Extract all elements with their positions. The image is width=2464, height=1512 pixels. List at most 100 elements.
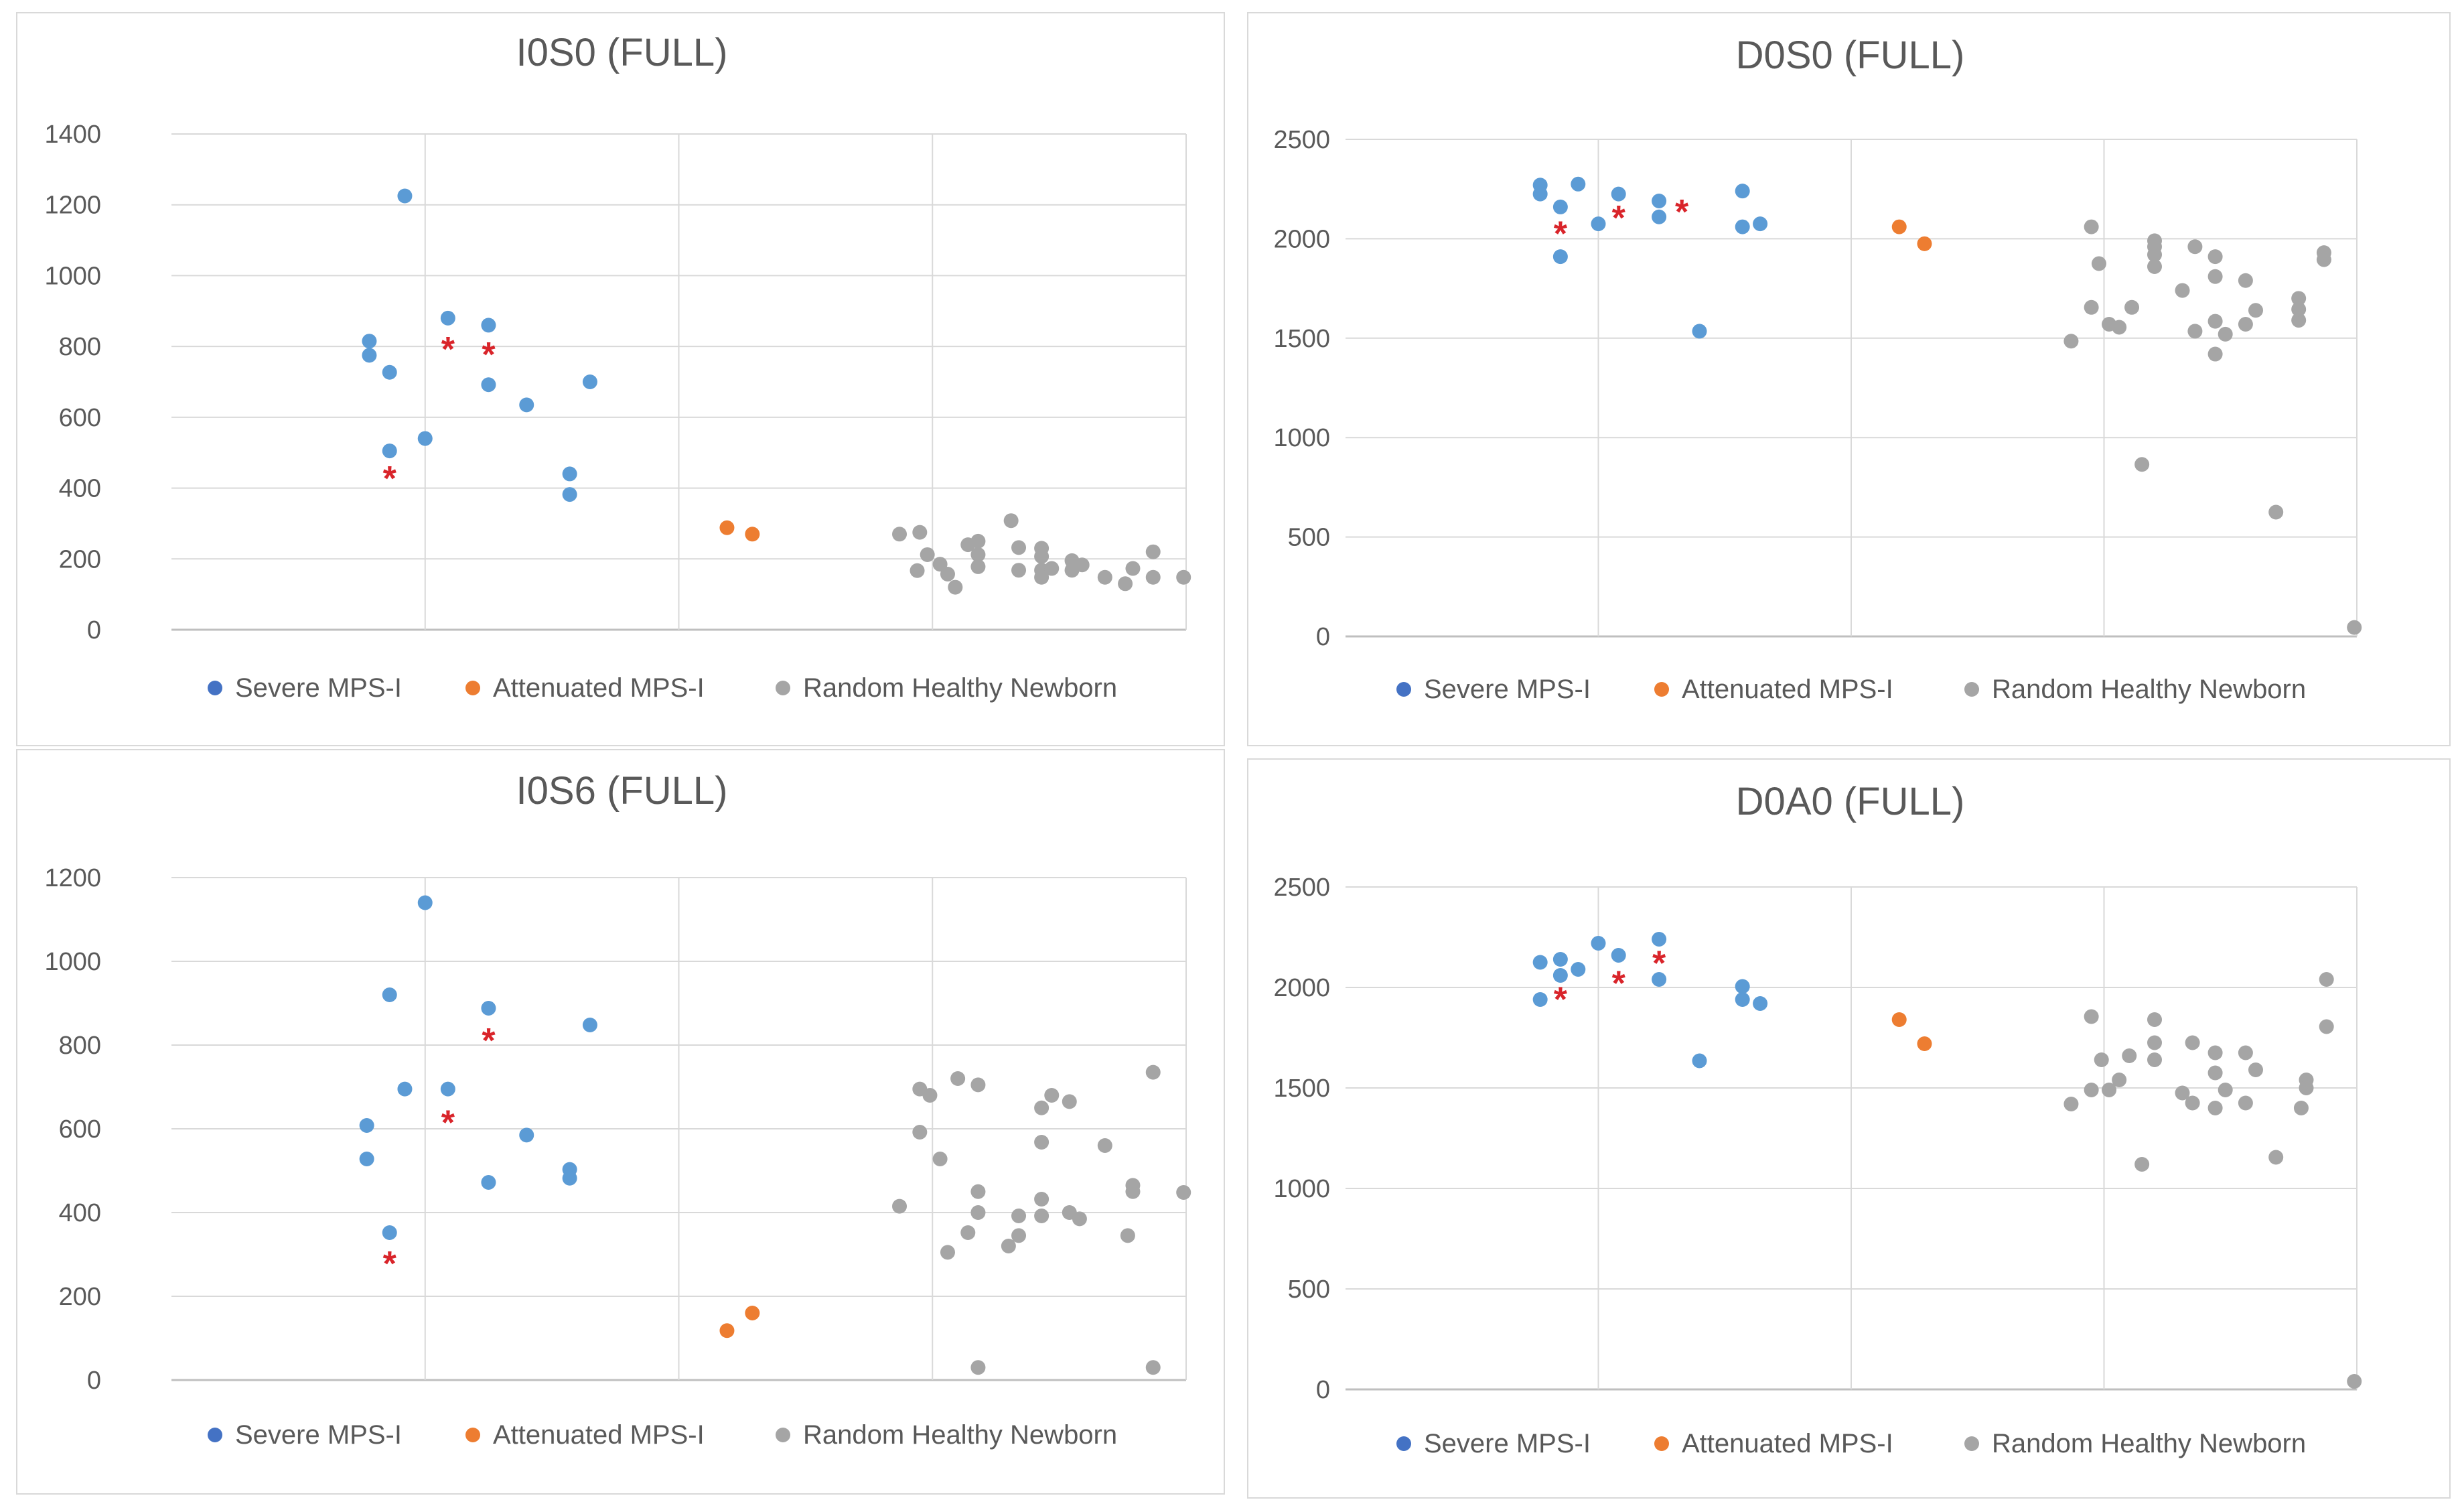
data-point: [1034, 1209, 1049, 1223]
y-tick-label: 2500: [1273, 126, 1330, 154]
data-point: [719, 1323, 735, 1338]
data-point: [2238, 273, 2253, 288]
data-point: [970, 1360, 986, 1375]
data-point: [1072, 1211, 1087, 1227]
data-point: [1891, 219, 1907, 234]
data-point: [2248, 1062, 2263, 1077]
data-point: [1652, 194, 1667, 209]
data-point: [2347, 620, 2362, 635]
data-point: [1145, 1360, 1161, 1375]
legend-label-severe-mps-i: Severe MPS-I: [1424, 1429, 1591, 1458]
legend-marker-random-healthy-newborn: [776, 681, 790, 695]
data-point: [1611, 948, 1626, 963]
data-point: [2218, 1083, 2233, 1097]
legend-marker-attenuated-mps-i: [1654, 682, 1669, 697]
data-point: [912, 1125, 928, 1140]
y-tick-label: 600: [59, 1115, 101, 1144]
data-point: [1591, 936, 1606, 951]
data-point: [382, 987, 397, 1002]
highlight-marker: *: [383, 460, 397, 498]
data-point: [2316, 252, 2331, 267]
chart-title: I0S0 (FULL): [516, 31, 728, 74]
y-tick-label: 1200: [44, 864, 101, 892]
data-point: [922, 1088, 938, 1103]
data-point: [1692, 1053, 1707, 1069]
data-point: [1034, 1100, 1049, 1115]
chart-title: D0S0 (FULL): [1736, 33, 1965, 77]
data-point: [1532, 186, 1548, 202]
data-point: [1176, 1185, 1191, 1200]
data-point: [2185, 1095, 2200, 1111]
y-tick-label: 200: [59, 1283, 101, 1311]
data-point: [382, 1225, 397, 1240]
data-point: [481, 377, 496, 393]
highlight-marker: *: [482, 336, 496, 374]
chart-panel-i0s0: I0S0 (FULL) 0 200 400 600 800 1000 1200 1400 * * * S…: [16, 12, 1225, 746]
data-point: [970, 1077, 986, 1093]
legend-label-random-healthy-newborn: Random Healthy Newborn: [1992, 675, 2306, 704]
y-tick-label: 0: [1316, 1376, 1330, 1404]
scatter-chart-i0s6: I0S6 (FULL) 0 200 400 600 800 1000 1200 * * * Sever…: [44, 769, 1191, 1450]
data-point: [1011, 1209, 1027, 1223]
y-tick-label: 2000: [1273, 225, 1330, 253]
data-point: [1001, 1239, 1016, 1253]
y-tick-label: 400: [59, 475, 101, 503]
data-point: [1003, 513, 1019, 529]
data-point: [2112, 320, 2127, 335]
legend-label-attenuated-mps-i: Attenuated MPS-I: [493, 1420, 705, 1450]
highlight-marker: *: [383, 1245, 397, 1284]
data-point: [1145, 544, 1161, 559]
chart-title: I0S6 (FULL): [516, 769, 728, 813]
data-point: [2207, 346, 2223, 362]
y-tick-label: 400: [59, 1199, 101, 1227]
chart-panel-d0a0: D0A0 (FULL) 0 500 1000 1500 2000 2500 * * * Severe…: [1247, 758, 2451, 1499]
data-point: [519, 397, 534, 413]
legend-marker-severe-mps-i: [1396, 682, 1411, 697]
data-point: [2084, 1009, 2099, 1024]
y-tick-label: 800: [59, 333, 101, 361]
data-point: [1062, 1094, 1077, 1109]
data-point: [481, 1001, 496, 1016]
data-point: [1917, 236, 1932, 251]
data-point: [950, 1071, 966, 1086]
data-point: [2187, 239, 2203, 255]
data-point: [359, 1152, 374, 1166]
data-point: [2094, 1052, 2109, 1067]
data-point: [948, 579, 963, 595]
data-point: [481, 318, 496, 333]
data-point: [2291, 313, 2307, 328]
data-point: [970, 533, 986, 549]
series-random-healthy-newborn: [892, 513, 1191, 595]
data-point: [2147, 1012, 2162, 1027]
data-point: [1145, 1064, 1161, 1080]
data-point: [970, 1205, 986, 1220]
legend-marker-severe-mps-i: [208, 1428, 222, 1442]
data-point: [745, 527, 760, 542]
data-point: [1552, 199, 1568, 214]
data-point: [2175, 1085, 2190, 1101]
data-point: [2238, 317, 2253, 332]
data-point: [2102, 1083, 2117, 1097]
y-tick-label: 2500: [1273, 874, 1330, 902]
data-point: [1097, 1138, 1112, 1153]
scatter-chart-d0s0: D0S0 (FULL) 0 500 1000 1500 2000 2500 * * * Severe…: [1273, 33, 2362, 704]
data-point: [2207, 1101, 2223, 1115]
data-point: [1652, 932, 1667, 947]
y-tick-label: 1000: [44, 262, 101, 290]
data-point: [2187, 324, 2203, 339]
chart-panel-d0s0: D0S0 (FULL) 0 500 1000 1500 2000 2500 * * * Severe…: [1247, 12, 2451, 746]
highlight-marker: *: [1675, 193, 1689, 232]
data-point: [1125, 561, 1141, 576]
data-point: [1735, 992, 1750, 1007]
data-point: [397, 1081, 413, 1097]
data-point: [970, 1184, 986, 1199]
data-point: [932, 1152, 948, 1166]
data-point: [440, 1081, 455, 1097]
data-point: [417, 895, 433, 910]
data-point: [1034, 549, 1049, 564]
data-point: [1044, 1088, 1060, 1103]
data-point: [2185, 1035, 2200, 1050]
highlight-marker: *: [1612, 199, 1626, 238]
legend-marker-attenuated-mps-i: [465, 681, 480, 695]
data-point: [440, 310, 455, 326]
